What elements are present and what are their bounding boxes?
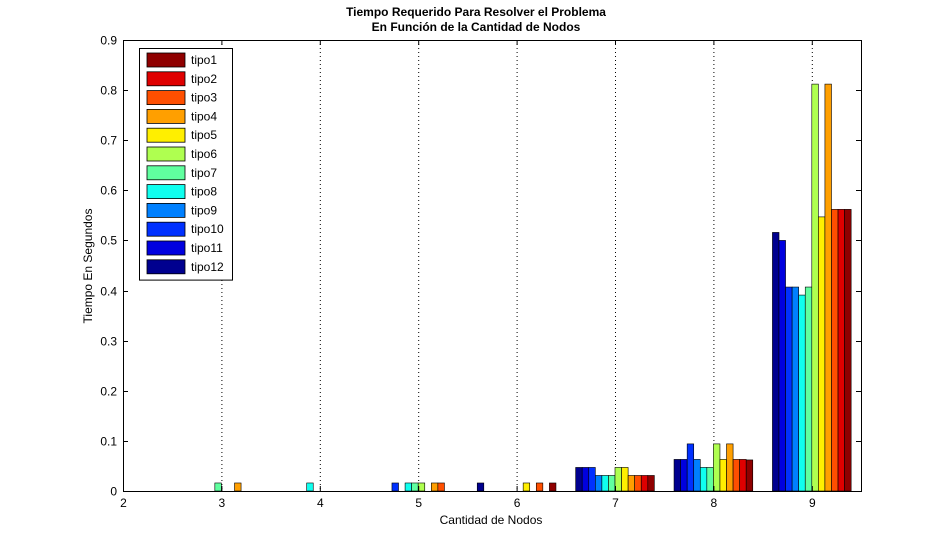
y-tick-label-1: 0.1 xyxy=(100,435,117,449)
y-tick-label-9: 0.9 xyxy=(100,34,117,48)
legend-swatch-tipo1 xyxy=(146,52,186,68)
legend-label-tipo10: tipo10 xyxy=(191,222,224,236)
y-tick-label-5: 0.5 xyxy=(100,234,117,248)
bar-tipo1-8 xyxy=(745,459,754,492)
bar-tipo2-8 xyxy=(739,459,747,492)
y-axis-ticks: 0 0.1 0.2 0.3 0.4 0.5 0.6 0.7 0.8 0.9 xyxy=(100,34,861,499)
bar-tipo5-6 xyxy=(522,482,531,492)
x-tick-label-6: 6 xyxy=(514,496,521,510)
bar-tipo12-8 xyxy=(673,459,681,492)
legend-swatch-tipo4 xyxy=(146,109,186,124)
chart-title-line-2: En Función de la Cantidad de Nodos xyxy=(372,20,581,34)
bar-tipo11-9 xyxy=(778,240,786,492)
bar-tipo7-9 xyxy=(804,286,813,492)
bar-tipo8-5 xyxy=(404,482,412,492)
legend-swatch-tipo9 xyxy=(146,202,186,218)
legend-label-tipo4: tipo4 xyxy=(191,109,217,123)
bar-tipo3-5 xyxy=(437,482,445,492)
bar-tipo5-9 xyxy=(818,216,826,492)
bar-tipo10-9 xyxy=(785,286,793,492)
bar-tipo4-5 xyxy=(431,482,439,492)
legend-swatch-tipo6 xyxy=(146,146,186,162)
bar-tipo9-7 xyxy=(595,475,603,492)
legend-label-tipo3: tipo3 xyxy=(191,91,217,105)
legend-label-tipo2: tipo2 xyxy=(191,72,217,86)
bar-tipo1-6 xyxy=(549,482,557,492)
legend-swatch-tipo10 xyxy=(146,221,186,237)
legend-label-tipo1: tipo1 xyxy=(191,53,217,67)
bar-tipo11-8 xyxy=(680,459,688,492)
bar-tipo7-5 xyxy=(411,482,419,492)
bar-tipo10-7 xyxy=(588,467,596,492)
x-axis-ticks: 2 3 4 5 6 7 8 9 xyxy=(120,40,816,510)
bar-tipo9-9 xyxy=(791,286,799,492)
legend-label-tipo6: tipo6 xyxy=(191,147,217,161)
legend-label-tipo9: tipo9 xyxy=(191,203,217,217)
bar-tipo3-7 xyxy=(634,475,642,492)
bar-tipo4-3 xyxy=(234,482,242,492)
bar-tipo8-8 xyxy=(699,467,708,492)
x-tick-label-3: 3 xyxy=(219,496,226,510)
y-tick-label-7: 0.7 xyxy=(100,134,117,148)
x-tick-label-8: 8 xyxy=(711,496,718,510)
bar-tipo8-9 xyxy=(798,294,806,492)
legend-swatch-tipo8 xyxy=(146,184,186,200)
bar-tipo3-8 xyxy=(732,459,740,492)
legend-label-tipo7: tipo7 xyxy=(191,166,217,180)
legend-swatch-tipo11 xyxy=(146,240,186,256)
bar-tipo4-8 xyxy=(726,443,734,492)
legend-swatch-tipo2 xyxy=(146,71,186,87)
bar-tipo3-6 xyxy=(535,482,544,492)
bar-tipo4-9 xyxy=(824,83,832,492)
legend-label-tipo8: tipo8 xyxy=(191,185,217,199)
y-tick-label-6: 0.6 xyxy=(100,184,117,198)
y-tick-label-4: 0.4 xyxy=(100,285,117,299)
bar-tipo5-7 xyxy=(621,467,629,492)
bar-tipo10-8 xyxy=(686,443,695,492)
y-tick-label-3: 0.3 xyxy=(100,335,117,349)
y-tick-label-0: 0 xyxy=(110,485,117,499)
x-tick-label-5: 5 xyxy=(415,496,422,510)
bar-tipo10-5 xyxy=(391,482,399,492)
bar-tipo2-9 xyxy=(837,209,845,492)
bar-tipo9-8 xyxy=(693,459,701,492)
legend-label-tipo5: tipo5 xyxy=(191,128,217,142)
legend-swatch-tipo7 xyxy=(146,165,186,181)
bar-tipo12-7 xyxy=(575,467,583,492)
bar-tipo8-4 xyxy=(306,482,314,492)
bar-tipo7-3 xyxy=(214,482,222,492)
bar-tipo2-7 xyxy=(640,475,649,492)
chart-title-line-1: Tiempo Requerido Para Resolver el Proble… xyxy=(346,5,606,19)
x-axis-label: Cantidad de Nodos xyxy=(440,513,543,527)
x-tick-label-4: 4 xyxy=(317,496,324,510)
legend: tipo1 tipo2 tipo3 tipo4 tipo5 tipo6 tipo7 tipo8… xyxy=(139,48,233,281)
bar-tipo7-8 xyxy=(706,467,714,492)
bar-tipo8-7 xyxy=(601,475,609,492)
bar-tipo1-9 xyxy=(844,209,852,492)
bar-tipo3-9 xyxy=(831,209,839,492)
bar-tipo11-7 xyxy=(581,467,590,492)
plot-area xyxy=(123,40,861,491)
legend-label-tipo11: tipo11 xyxy=(191,241,223,255)
legend-swatch-tipo12 xyxy=(146,259,186,275)
bar-tipo5-8 xyxy=(719,459,727,492)
bar-tipo1-7 xyxy=(647,475,655,492)
y-tick-label-2: 0.2 xyxy=(100,385,117,399)
y-axis-label: Tiempo En Segundos xyxy=(81,209,95,324)
bar-tipo12-9 xyxy=(772,232,780,492)
x-tick-label-7: 7 xyxy=(612,496,619,510)
legend-swatch-tipo5 xyxy=(146,127,186,143)
plot-frame xyxy=(123,40,862,492)
legend-swatch-tipo3 xyxy=(146,90,186,105)
y-tick-label-8: 0.8 xyxy=(100,84,117,98)
legend-label-tipo12: tipo12 xyxy=(191,260,224,274)
bar-tipo12-6 xyxy=(476,482,485,492)
x-tick-label-2: 2 xyxy=(120,496,127,510)
bar-tipo6-8 xyxy=(713,443,721,492)
bar-tipo6-9 xyxy=(811,83,819,492)
x-tick-label-9: 9 xyxy=(809,496,816,510)
bar-tipo4-7 xyxy=(627,475,635,492)
bar-tipo7-7 xyxy=(608,475,616,492)
